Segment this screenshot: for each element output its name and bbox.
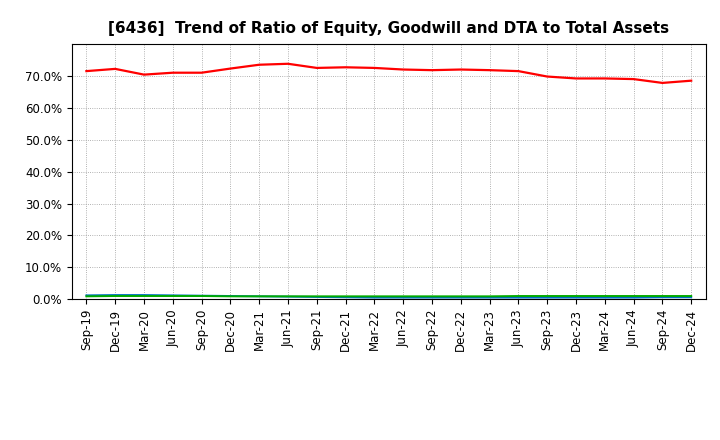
Goodwill bbox=[82, 293, 91, 298]
Deferred Tax Assets bbox=[255, 293, 264, 299]
Title: [6436]  Trend of Ratio of Equity, Goodwill and DTA to Total Assets: [6436] Trend of Ratio of Equity, Goodwil… bbox=[108, 21, 670, 36]
Equity bbox=[428, 67, 436, 73]
Equity bbox=[399, 67, 408, 72]
Goodwill bbox=[370, 295, 379, 300]
Goodwill bbox=[140, 293, 148, 298]
Goodwill bbox=[543, 295, 552, 300]
Equity bbox=[370, 65, 379, 70]
Legend: Equity, Goodwill, Deferred Tax Assets: Equity, Goodwill, Deferred Tax Assets bbox=[189, 439, 589, 440]
Deferred Tax Assets bbox=[399, 293, 408, 299]
Deferred Tax Assets bbox=[543, 293, 552, 299]
Goodwill bbox=[485, 295, 494, 300]
Deferred Tax Assets bbox=[140, 293, 148, 299]
Equity bbox=[255, 62, 264, 67]
Equity bbox=[341, 65, 350, 70]
Goodwill bbox=[572, 295, 580, 300]
Deferred Tax Assets bbox=[687, 293, 696, 299]
Deferred Tax Assets bbox=[456, 293, 465, 299]
Deferred Tax Assets bbox=[514, 293, 523, 299]
Equity bbox=[284, 61, 292, 66]
Equity bbox=[140, 72, 148, 77]
Line: Equity: Equity bbox=[86, 64, 691, 83]
Deferred Tax Assets bbox=[312, 293, 321, 299]
Equity bbox=[600, 76, 609, 81]
Goodwill bbox=[456, 295, 465, 300]
Goodwill bbox=[197, 293, 206, 298]
Deferred Tax Assets bbox=[284, 293, 292, 299]
Deferred Tax Assets bbox=[370, 293, 379, 299]
Deferred Tax Assets bbox=[226, 293, 235, 299]
Deferred Tax Assets bbox=[485, 293, 494, 299]
Goodwill bbox=[629, 295, 638, 300]
Goodwill bbox=[687, 295, 696, 300]
Line: Goodwill: Goodwill bbox=[86, 295, 691, 297]
Goodwill bbox=[514, 295, 523, 300]
Equity bbox=[197, 70, 206, 75]
Goodwill bbox=[312, 294, 321, 300]
Goodwill bbox=[428, 295, 436, 300]
Goodwill bbox=[658, 295, 667, 300]
Goodwill bbox=[255, 293, 264, 299]
Equity bbox=[456, 67, 465, 72]
Goodwill bbox=[341, 295, 350, 300]
Deferred Tax Assets bbox=[168, 293, 177, 299]
Goodwill bbox=[111, 293, 120, 298]
Equity bbox=[82, 69, 91, 74]
Deferred Tax Assets bbox=[197, 293, 206, 299]
Goodwill bbox=[226, 293, 235, 299]
Deferred Tax Assets bbox=[111, 293, 120, 299]
Deferred Tax Assets bbox=[82, 293, 91, 299]
Deferred Tax Assets bbox=[428, 293, 436, 299]
Equity bbox=[514, 69, 523, 74]
Equity bbox=[111, 66, 120, 72]
Equity bbox=[226, 66, 235, 71]
Equity bbox=[168, 70, 177, 75]
Equity bbox=[485, 67, 494, 73]
Deferred Tax Assets bbox=[658, 293, 667, 299]
Equity bbox=[629, 77, 638, 82]
Goodwill bbox=[168, 293, 177, 298]
Equity bbox=[543, 74, 552, 79]
Equity bbox=[572, 76, 580, 81]
Deferred Tax Assets bbox=[629, 293, 638, 299]
Deferred Tax Assets bbox=[572, 293, 580, 299]
Deferred Tax Assets bbox=[600, 293, 609, 299]
Equity bbox=[312, 65, 321, 70]
Goodwill bbox=[399, 295, 408, 300]
Equity bbox=[687, 78, 696, 83]
Goodwill bbox=[284, 294, 292, 299]
Equity bbox=[658, 80, 667, 85]
Goodwill bbox=[600, 295, 609, 300]
Deferred Tax Assets bbox=[341, 293, 350, 299]
